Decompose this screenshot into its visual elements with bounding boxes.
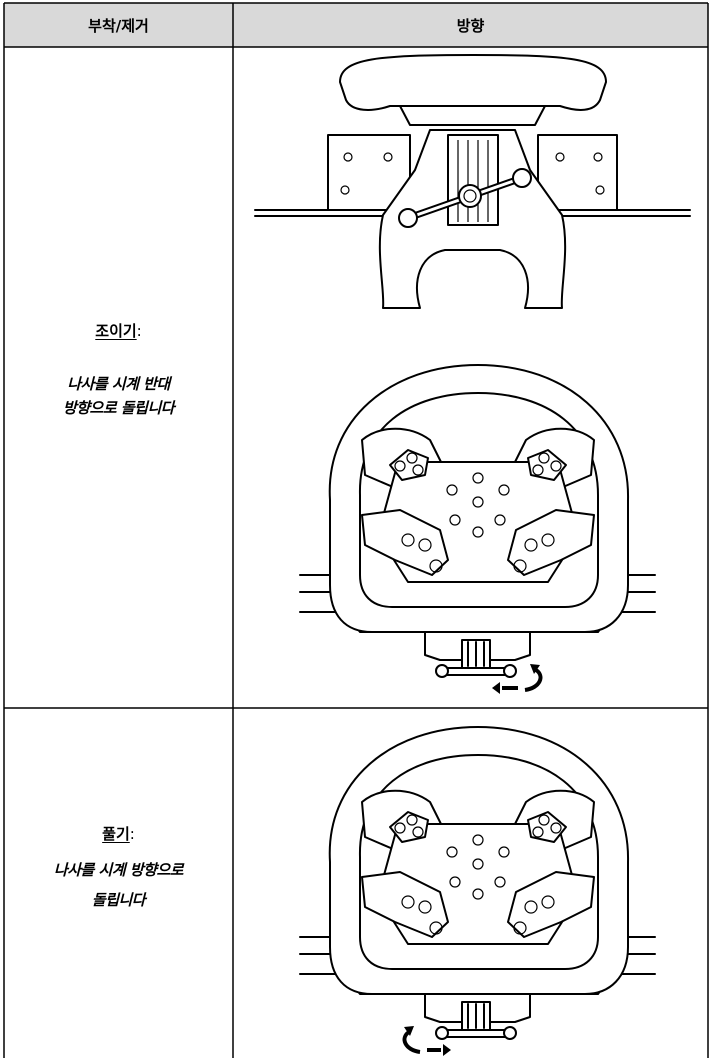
instruction-line: 나사를 시계 반대 [67,375,170,393]
label-text: 풀기 [102,825,130,843]
action-label: 풀기: [4,823,233,844]
instruction-line: 돌립니다 [91,891,146,909]
label-text: 조이기 [95,322,137,340]
header-background [4,3,708,47]
column-header: 부착/제거 [88,17,149,35]
wheel-illustration [299,726,656,1040]
rotation-arrow [402,1026,451,1056]
instruction-line: 방향으로 돌립니다 [62,399,175,417]
action-label: 조이기: [4,320,233,341]
wheel-illustration [299,364,656,678]
label-colon: : [136,322,142,340]
rotation-arrow [492,664,543,694]
label-colon: : [129,825,135,843]
column-header: 방향 [456,17,485,35]
clamp-top-view [254,54,691,309]
instruction-line: 나사를 시계 방향으로 [53,861,184,879]
table-lines [3,2,709,1058]
